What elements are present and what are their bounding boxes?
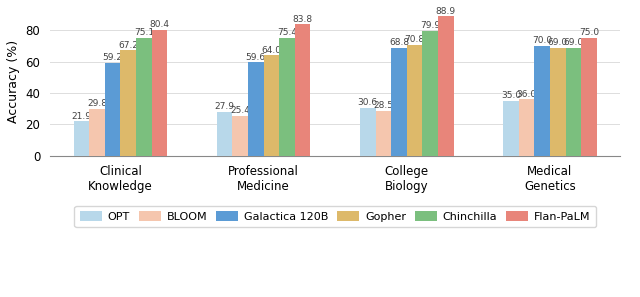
Bar — [376, 111, 391, 156]
Text: 68.8: 68.8 — [389, 38, 409, 47]
Bar — [422, 31, 438, 156]
Text: 25.4: 25.4 — [230, 106, 250, 115]
Bar — [438, 17, 454, 156]
Text: 30.6: 30.6 — [358, 98, 378, 107]
Bar — [248, 62, 264, 156]
Text: 21.9: 21.9 — [71, 112, 92, 121]
Text: 70.0: 70.0 — [532, 36, 552, 45]
Bar — [295, 24, 310, 156]
Text: 59.2: 59.2 — [102, 53, 123, 62]
Text: 35.0: 35.0 — [501, 91, 521, 100]
Bar — [581, 38, 597, 156]
Bar — [232, 116, 248, 156]
Legend: OPT, BLOOM, Galactica 120B, Gopher, Chinchilla, Flan-PaLM: OPT, BLOOM, Galactica 120B, Gopher, Chin… — [74, 206, 596, 228]
Bar — [136, 38, 152, 156]
Text: 36.0: 36.0 — [516, 90, 536, 99]
Text: 67.2: 67.2 — [118, 41, 138, 50]
Text: 28.5: 28.5 — [373, 101, 394, 110]
Bar — [550, 48, 566, 156]
Text: 83.8: 83.8 — [292, 15, 313, 24]
Bar — [89, 109, 105, 156]
Text: 75.1: 75.1 — [134, 28, 154, 37]
Bar — [391, 48, 407, 156]
Text: 88.9: 88.9 — [436, 7, 456, 16]
Text: 27.9: 27.9 — [214, 102, 234, 111]
Text: 75.4: 75.4 — [277, 28, 297, 37]
Bar — [519, 99, 534, 156]
Text: 59.6: 59.6 — [246, 53, 266, 61]
Bar — [534, 46, 550, 156]
Bar — [74, 121, 89, 156]
Text: 69.0: 69.0 — [563, 38, 584, 47]
Y-axis label: Accuracy (%): Accuracy (%) — [7, 40, 20, 123]
Bar — [566, 48, 581, 156]
Bar — [152, 30, 167, 156]
Bar — [407, 45, 422, 156]
Text: 80.4: 80.4 — [150, 20, 170, 29]
Text: 79.9: 79.9 — [420, 21, 440, 30]
Text: 70.8: 70.8 — [404, 35, 425, 44]
Bar — [279, 38, 295, 156]
Text: 29.8: 29.8 — [87, 99, 107, 108]
Bar — [503, 101, 519, 156]
Bar — [264, 56, 279, 156]
Bar — [120, 50, 136, 156]
Text: 75.0: 75.0 — [579, 29, 599, 37]
Text: 69.0: 69.0 — [548, 38, 568, 47]
Text: 64.0: 64.0 — [261, 46, 282, 55]
Bar — [105, 63, 120, 156]
Bar — [217, 112, 232, 156]
Bar — [360, 108, 376, 156]
